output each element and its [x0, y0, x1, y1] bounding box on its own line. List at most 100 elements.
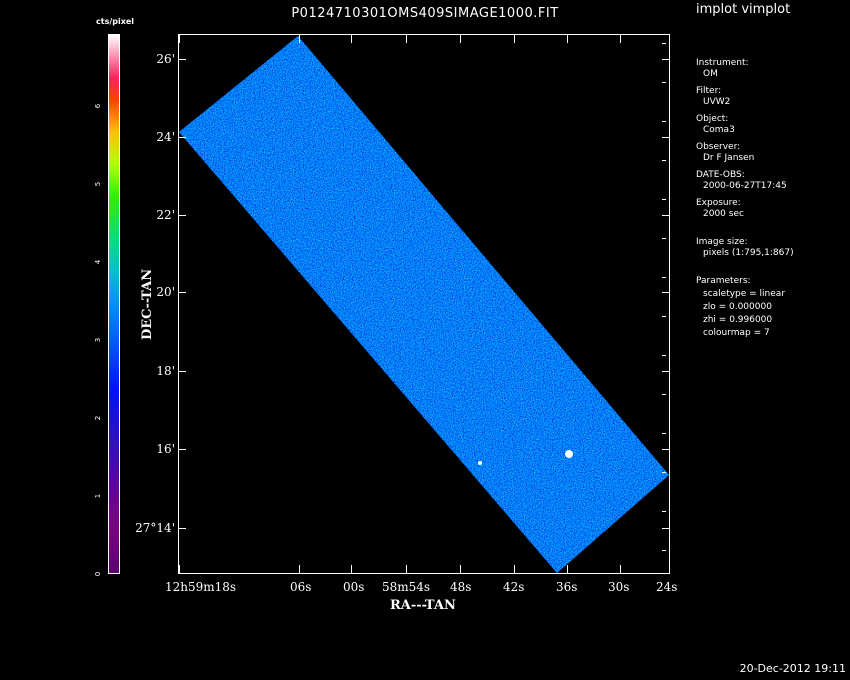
axis-tick-mark — [460, 35, 461, 43]
colorbar-tick: 0 — [94, 571, 103, 577]
colorbar-tick: 4 — [94, 259, 103, 265]
instrument-label: Instrument: — [696, 58, 749, 68]
y-tick-22: 22' — [156, 208, 175, 222]
date-obs-value: 2000-06-27T17:45 — [703, 181, 787, 191]
object-value: Coma3 — [703, 125, 735, 135]
x-tick-54s: 58m54s — [382, 580, 431, 594]
y-tick-26: 26' — [156, 52, 175, 66]
axis-tick-mark — [567, 565, 568, 573]
axis-tick-mark — [620, 35, 621, 43]
axis-tick-mark — [662, 528, 669, 529]
y-tick-14: 27°14' — [135, 521, 175, 535]
axis-tick-mark — [662, 238, 666, 239]
axis-tick-mark — [662, 316, 666, 317]
image-size-label: Image size: — [696, 237, 748, 247]
axis-tick-mark — [662, 215, 669, 216]
axis-tick-mark — [179, 565, 180, 573]
colorbar-tick: 6 — [94, 103, 103, 109]
x-tick-42s: 42s — [503, 580, 525, 594]
axis-tick-mark — [662, 160, 666, 161]
axis-tick-mark — [179, 137, 186, 138]
axis-tick-mark — [567, 35, 568, 43]
image-title: P0124710301OMS409SIMAGE1000.FIT — [291, 6, 559, 21]
axis-tick-mark — [514, 565, 515, 573]
axis-tick-mark — [662, 121, 666, 122]
x-tick-00s: 00s — [343, 580, 365, 594]
axis-tick-mark — [669, 35, 670, 43]
axis-tick-mark — [662, 199, 666, 200]
y-tick-18: 18' — [156, 364, 175, 378]
date-obs-label: DATE-OBS: — [696, 170, 745, 180]
axis-tick-mark — [179, 59, 186, 60]
filter-label: Filter: — [696, 86, 722, 96]
axis-tick-mark — [662, 277, 666, 278]
axis-tick-mark — [179, 371, 186, 372]
x-tick-48s: 48s — [450, 580, 472, 594]
param-zhi: zhi = 0.996000 — [703, 315, 773, 325]
colorbar-tick: 1 — [94, 493, 103, 499]
axis-tick-mark — [662, 137, 669, 138]
axis-tick-mark — [662, 472, 666, 473]
colorbar-ticks: 0 1 2 3 4 5 6 — [94, 34, 108, 577]
axis-tick-mark — [179, 215, 186, 216]
x-tick-24s: 24s — [656, 580, 678, 594]
y-tick-16: 16' — [156, 442, 175, 456]
x-tick-36s: 36s — [556, 580, 578, 594]
axis-tick-mark — [351, 565, 352, 573]
axis-tick-mark — [662, 82, 666, 83]
axis-tick-mark — [460, 565, 461, 573]
timestamp: 20-Dec-2012 19:11 — [739, 662, 846, 675]
axis-tick-mark — [299, 565, 300, 573]
colorbar — [108, 34, 120, 574]
parameters-label: Parameters: — [696, 276, 751, 286]
axis-tick-mark — [662, 371, 669, 372]
y-tick-24: 24' — [156, 130, 175, 144]
x-tick-06s: 06s — [290, 580, 312, 594]
axis-tick-mark — [662, 449, 669, 450]
sky-image[interactable] — [179, 35, 669, 573]
axis-tick-mark — [179, 292, 186, 293]
info-panel: Instrument: OM Filter: UVW2 Object: Coma… — [696, 58, 794, 339]
axis-tick-mark — [179, 528, 186, 529]
axis-tick-mark — [662, 43, 666, 44]
observer-label: Observer: — [696, 142, 741, 152]
image-size-value: pixels (1:795,1:867) — [703, 248, 794, 258]
axis-tick-mark — [406, 565, 407, 573]
colorbar-tick: 5 — [94, 181, 103, 187]
x-axis-label: RA---TAN — [390, 598, 456, 613]
axis-tick-mark — [514, 35, 515, 43]
exposure-value: 2000 sec — [703, 209, 744, 219]
param-scaletype: scaletype = linear — [703, 289, 786, 299]
x-tick-18s: 12h59m18s — [165, 580, 237, 594]
colorbar-tick: 2 — [94, 415, 103, 421]
param-zlo: zlo = 0.000000 — [703, 302, 772, 312]
filter-value: UVW2 — [703, 97, 731, 107]
axis-tick-mark — [662, 394, 666, 395]
axis-tick-mark — [179, 449, 186, 450]
axis-tick-mark — [662, 433, 666, 434]
axis-tick-mark — [662, 292, 669, 293]
object-label: Object: — [696, 114, 729, 124]
app-title: implot vimplot — [696, 2, 791, 17]
exposure-label: Exposure: — [696, 198, 741, 208]
axis-tick-mark — [406, 35, 407, 43]
point-source — [478, 461, 482, 465]
axis-tick-mark — [662, 59, 669, 60]
axis-tick-mark — [620, 565, 621, 573]
y-tick-20: 20' — [156, 285, 175, 299]
axis-tick-mark — [351, 35, 352, 43]
colorbar-tick: 3 — [94, 337, 103, 343]
axis-tick-mark — [299, 35, 300, 43]
bright-source — [565, 450, 573, 458]
axis-tick-mark — [662, 511, 666, 512]
param-colourmap: colourmap = 7 — [703, 328, 770, 338]
x-tick-30s: 30s — [608, 580, 630, 594]
instrument-value: OM — [703, 69, 718, 79]
axis-tick-mark — [662, 550, 666, 551]
image-frame[interactable] — [178, 34, 670, 574]
axis-tick-mark — [662, 355, 666, 356]
y-axis-label: DEC--TAN — [140, 268, 155, 340]
axis-tick-mark — [669, 565, 670, 573]
colorbar-unit: cts/pixel — [96, 17, 135, 26]
axis-tick-mark — [179, 35, 180, 43]
